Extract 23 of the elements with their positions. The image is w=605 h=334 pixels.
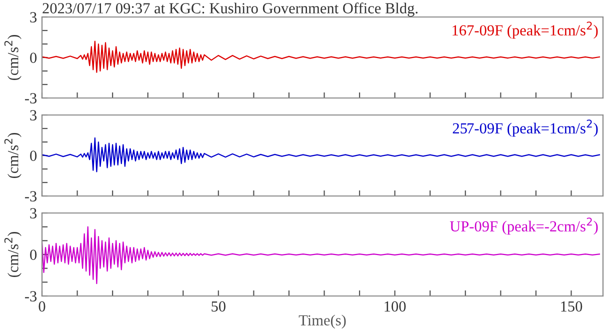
y-axis-title: (cm/s$^{2}$)	[4, 232, 22, 278]
series-label: 167-09F (peak=1cm/s$^{2}$)	[452, 22, 598, 39]
y-axis-title: (cm/s$^{2}$)	[4, 34, 22, 80]
x-axis-title: Time(s)	[298, 314, 346, 329]
chart-title: 2023/07/17 09:37 at KGC: Kushiro Government Office Bldg.	[42, 2, 418, 17]
series-label: 257-09F (peak=1cm/s$^{2}$)	[452, 120, 598, 137]
y-tick-label: 3	[30, 110, 37, 120]
line-series	[42, 137, 600, 172]
y-tick-label: 0	[30, 250, 37, 260]
x-tick-label: 100	[384, 301, 406, 312]
y-tick-label: -3	[24, 291, 37, 302]
y-tick-label: 3	[30, 12, 37, 22]
x-tick-label: 0	[38, 301, 46, 312]
y-axis-title: (cm/s$^{2}$)	[4, 132, 22, 178]
y-tick-label: 0	[30, 150, 37, 161]
line-series	[42, 40, 600, 73]
y-tick-label: -3	[24, 191, 37, 202]
x-tick-label: 50	[212, 301, 226, 312]
series-label: UP-09F (peak=-2cm/s$^{2}$)	[450, 218, 598, 235]
y-tick-label: -3	[24, 93, 37, 104]
x-tick-label: 150	[561, 301, 582, 312]
y-tick-label: 0	[30, 52, 37, 63]
y-tick-label: 3	[30, 208, 37, 218]
